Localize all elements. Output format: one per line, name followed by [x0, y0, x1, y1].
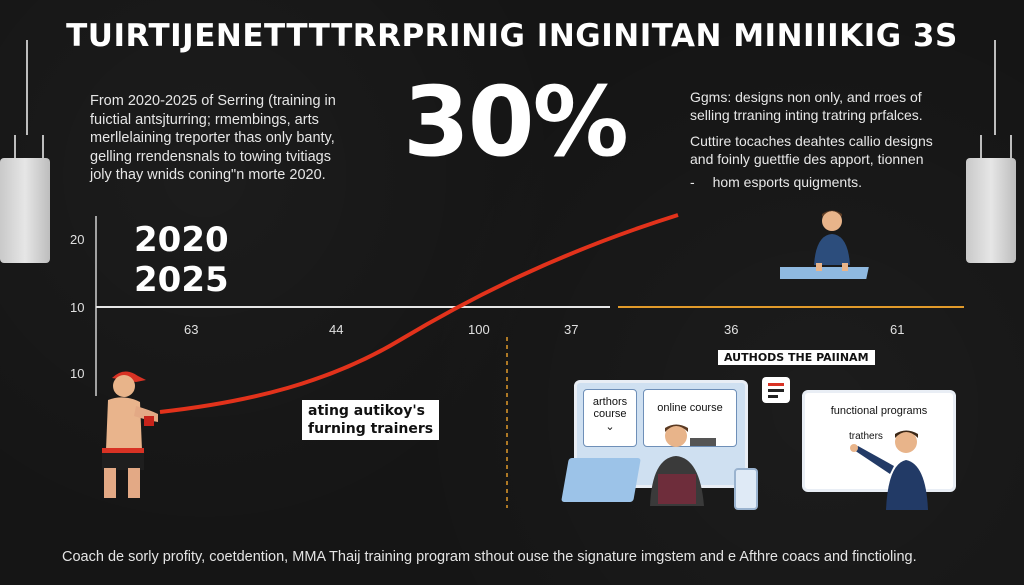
right-top-paragraph: Ggms: designs non only, and rroes of sel… [690, 88, 990, 124]
right-mid-line: and foinly guettfie des apport, tionnen [690, 151, 924, 167]
trend-line [159, 213, 679, 414]
fighter-icon [102, 371, 158, 498]
presenter-icon [850, 430, 928, 510]
screen-title: functional programs [830, 405, 928, 417]
card-title: online course [657, 402, 723, 414]
y-tick-label: 10 [70, 366, 85, 381]
intro-line: fuictial antsjturring; rmembings, arts [90, 111, 319, 128]
intro-line: gelling rrendensnals to towing tvitiags [90, 148, 331, 165]
person-at-desk-icon [780, 210, 869, 279]
bullet-text: hom esports quigments. [712, 174, 862, 190]
page-title: TUIRTIJENETTTTRRPRINIG INGINITAN MINIIIK… [66, 18, 958, 54]
right-mid-line: Cuttire tocaches deahtes callio designs [690, 133, 933, 149]
callout-line: furning trainers [308, 421, 434, 437]
chevron-down-icon: ⌄ [605, 421, 615, 433]
screen-subtitle: trathers [849, 431, 883, 442]
authors-course-card[interactable]: arthors course ⌄ [583, 389, 637, 447]
x-tick-label: 36 [724, 322, 739, 337]
right-top-line: Ggms: designs non only, and rroes of [690, 89, 922, 105]
y-tick-label: 10 [70, 300, 85, 315]
right-mid-paragraph: Cuttire tocaches deahtes callio designs … [690, 132, 990, 168]
phone-icon [734, 468, 758, 510]
right-top-line: selling trraning inting tratring prfalce… [690, 107, 923, 123]
intro-line: merllelaining treporter thas only banty, [90, 130, 335, 146]
functional-programs-screen: functional programs trathers [802, 390, 956, 492]
person-with-laptop-icon [650, 424, 716, 506]
callout-line: ating autikoy's [308, 403, 426, 419]
x-tick-label: 37 [564, 322, 579, 337]
intro-line: joly thay wnids coning"n morte 2020. [90, 167, 326, 183]
y-tick-label: 20 [70, 232, 85, 247]
big-stat: 30% [403, 66, 629, 178]
x-tick-label: 61 [890, 322, 905, 337]
trainers-callout: ating autikoy's furning trainers [302, 400, 440, 440]
footer-caption: Coach de sorly profity, coetdention, MMA… [62, 549, 917, 565]
course-callout: AUTHODS THE PAIINAM [718, 350, 875, 365]
intro-paragraph: From 2020-2025 of Serring (training in f… [90, 92, 380, 185]
bullet-marker: - [690, 174, 695, 190]
chart-area [95, 213, 964, 508]
x-tick-label: 100 [468, 322, 490, 337]
years-label: 2020 2025 [134, 220, 229, 300]
x-tick-label: 44 [329, 322, 344, 337]
card-line: course [593, 408, 627, 420]
bullet-item: - hom esports quigments. [690, 174, 862, 190]
intro-line: From 2020-2025 of Serring (training in [90, 93, 336, 109]
laptop-icon [561, 458, 641, 502]
punching-bag-right-icon [962, 40, 1024, 270]
year-start: 2020 [134, 220, 229, 260]
punching-bag-left-icon [0, 40, 60, 270]
chat-bubble-icon [762, 377, 790, 403]
year-end: 2025 [134, 260, 229, 300]
x-tick-label: 63 [184, 322, 199, 337]
online-course-card[interactable]: online course [643, 389, 737, 447]
card-line: arthors [592, 396, 628, 408]
